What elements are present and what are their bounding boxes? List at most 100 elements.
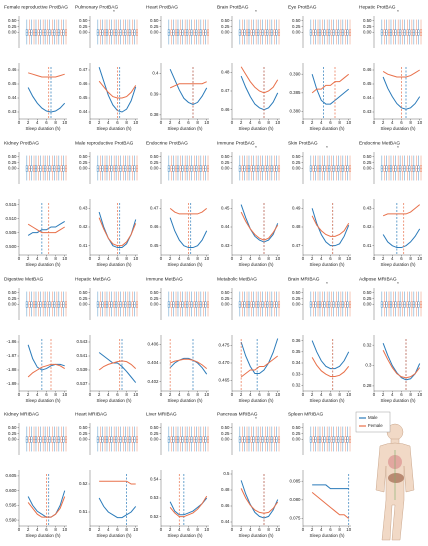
y-tick-label: 0.45 <box>8 81 17 86</box>
x-tick-label: 0 <box>373 392 376 397</box>
y-tick-label: 0.43 <box>221 243 230 248</box>
x-axis-label: Sleep duration (h) <box>97 398 132 403</box>
x-tick-label: 2 <box>240 120 243 125</box>
x-tick-label: 2 <box>311 527 314 532</box>
curve <box>311 74 350 105</box>
y-tick-label: 0.00 <box>8 302 17 307</box>
x-tick-label: 8 <box>125 392 128 397</box>
x-tick-label: 10 <box>133 392 138 397</box>
y-tick-label: -1.89 <box>6 381 17 386</box>
y-tick-label: 0.380 <box>290 109 302 114</box>
y-tick-label: 0.47 <box>292 243 301 248</box>
y-tick-label: 0.42 <box>79 224 88 229</box>
y-tick-label: 0.28 <box>363 383 372 388</box>
x-tick-label: 4 <box>36 256 39 261</box>
panel: Hepatic ProtBAG* 0.000.250.50 0.43 0.44 0.45… <box>359 4 423 131</box>
x-axis-label: Sleep duration (h) <box>168 533 203 538</box>
y-tick-label: 0.50 <box>221 290 230 295</box>
x-axis-label: Sleep duration (h) <box>168 262 203 267</box>
y-tick-label: 0.48 <box>292 224 301 229</box>
x-tick-label: 2 <box>240 392 243 397</box>
y-tick-label: 0.00 <box>221 302 230 307</box>
curve <box>311 215 350 237</box>
x-tick-label: 4 <box>178 527 181 532</box>
x-tick-label: 0 <box>231 392 234 397</box>
x-tick-label: 6 <box>400 256 403 261</box>
x-tick-label: 8 <box>267 256 270 261</box>
x-tick-label: 0 <box>302 120 305 125</box>
significance-mark: * <box>326 145 328 150</box>
x-tick-label: 8 <box>267 527 270 532</box>
x-tick-label: 4 <box>320 120 323 125</box>
curve <box>382 204 421 217</box>
x-tick-label: 8 <box>125 256 128 261</box>
curve <box>169 217 208 249</box>
y-tick-label: 0.50 <box>8 425 17 430</box>
x-tick-label: 0 <box>89 120 92 125</box>
y-tick-label: 0.465 <box>219 378 231 383</box>
panel: Pulmonary ProtBAG* 0.000.250.50 0.44 0.45 0.… <box>75 4 139 131</box>
y-tick-label: 0.00 <box>8 30 17 35</box>
curve <box>382 69 420 78</box>
x-tick-label: 10 <box>275 120 280 125</box>
panel: Endocrine ProtBAG 0.000.250.50 0.45 0.46 0.4… <box>146 140 210 267</box>
y-tick-label: 0.50 <box>363 290 372 295</box>
y-tick-label: 0.43 <box>363 205 372 210</box>
panel: Liver MRIBAG 0.000.250.50 0.52 0.53 0.54 0 2 4 6… <box>146 411 210 538</box>
x-tick-label: 8 <box>409 392 412 397</box>
y-tick-label: 0.00 <box>150 302 159 307</box>
x-tick-label: 10 <box>275 256 280 261</box>
x-tick-label: 8 <box>54 392 57 397</box>
y-tick-label: 0.50 <box>221 425 230 430</box>
panel-title: Spleen MRIBAG <box>288 411 323 417</box>
panel: Heart MRIBAG 0.000.250.50 0.51 0.52 0 2 4 6 8 10S… <box>75 411 139 538</box>
y-tick-label: 0.48 <box>221 69 230 74</box>
y-tick-label: 0.46 <box>363 67 372 72</box>
significance-mark: * <box>255 9 257 14</box>
x-tick-label: 6 <box>116 527 119 532</box>
x-tick-label: 2 <box>382 392 385 397</box>
x-tick-label: 0 <box>160 120 163 125</box>
x-tick-label: 4 <box>320 527 323 532</box>
y-tick-label: 0.48 <box>221 487 230 492</box>
x-tick-label: 4 <box>391 392 394 397</box>
x-tick-label: 6 <box>45 392 48 397</box>
y-tick-label: 0.00 <box>363 30 372 35</box>
panel: Digestive MetBAG 0.000.250.50 -1.89 -1.88 -1… <box>4 276 68 403</box>
x-tick-label: 6 <box>258 120 261 125</box>
y-tick-label: 0.505 <box>6 230 18 235</box>
y-tick-label: 0.25 <box>221 24 230 29</box>
x-tick-label: 8 <box>125 527 128 532</box>
y-tick-label: 0.50 <box>292 154 301 159</box>
x-tick-label: 4 <box>36 392 39 397</box>
panel-title: Hepatic ProtBAG <box>359 4 396 10</box>
panel: Brain MRIBAG * 0.000.250.50 0.32 0.33 0.34 0.3… <box>288 276 352 403</box>
curve <box>169 357 208 375</box>
x-tick-label: 6 <box>116 256 119 261</box>
y-tick-label: 0.47 <box>150 205 159 210</box>
y-tick-label: 0.595 <box>6 503 18 508</box>
x-tick-label: 6 <box>45 120 48 125</box>
panel-title: Kidney ProtBAG <box>4 140 39 146</box>
y-tick-label: 0.00 <box>363 302 372 307</box>
x-tick-label: 4 <box>391 120 394 125</box>
x-axis-label: Sleep duration (h) <box>381 262 416 267</box>
x-tick-label: 2 <box>27 392 30 397</box>
x-tick-label: 6 <box>116 120 119 125</box>
y-tick-label: 0.25 <box>292 431 301 436</box>
x-tick-label: 10 <box>346 120 351 125</box>
panel-title: Brain MRIBAG <box>288 276 320 282</box>
y-tick-label: 0.45 <box>79 95 88 100</box>
y-tick-label: 0.00 <box>292 30 301 35</box>
y-tick-label: 0.25 <box>8 296 17 301</box>
x-tick-label: 4 <box>36 527 39 532</box>
x-tick-label: 2 <box>311 256 314 261</box>
y-tick-label: 0.00 <box>8 166 17 171</box>
y-tick-label: 0.50 <box>363 18 372 23</box>
x-tick-label: 6 <box>187 120 190 125</box>
y-tick-label: 0.50 <box>292 18 301 23</box>
panel-title: Digestive MetBAG <box>4 276 43 282</box>
panel: Skin ProtBAG * 0.000.250.50 0.47 0.48 0.49 0 2 4… <box>288 140 352 267</box>
x-tick-label: 6 <box>258 256 261 261</box>
